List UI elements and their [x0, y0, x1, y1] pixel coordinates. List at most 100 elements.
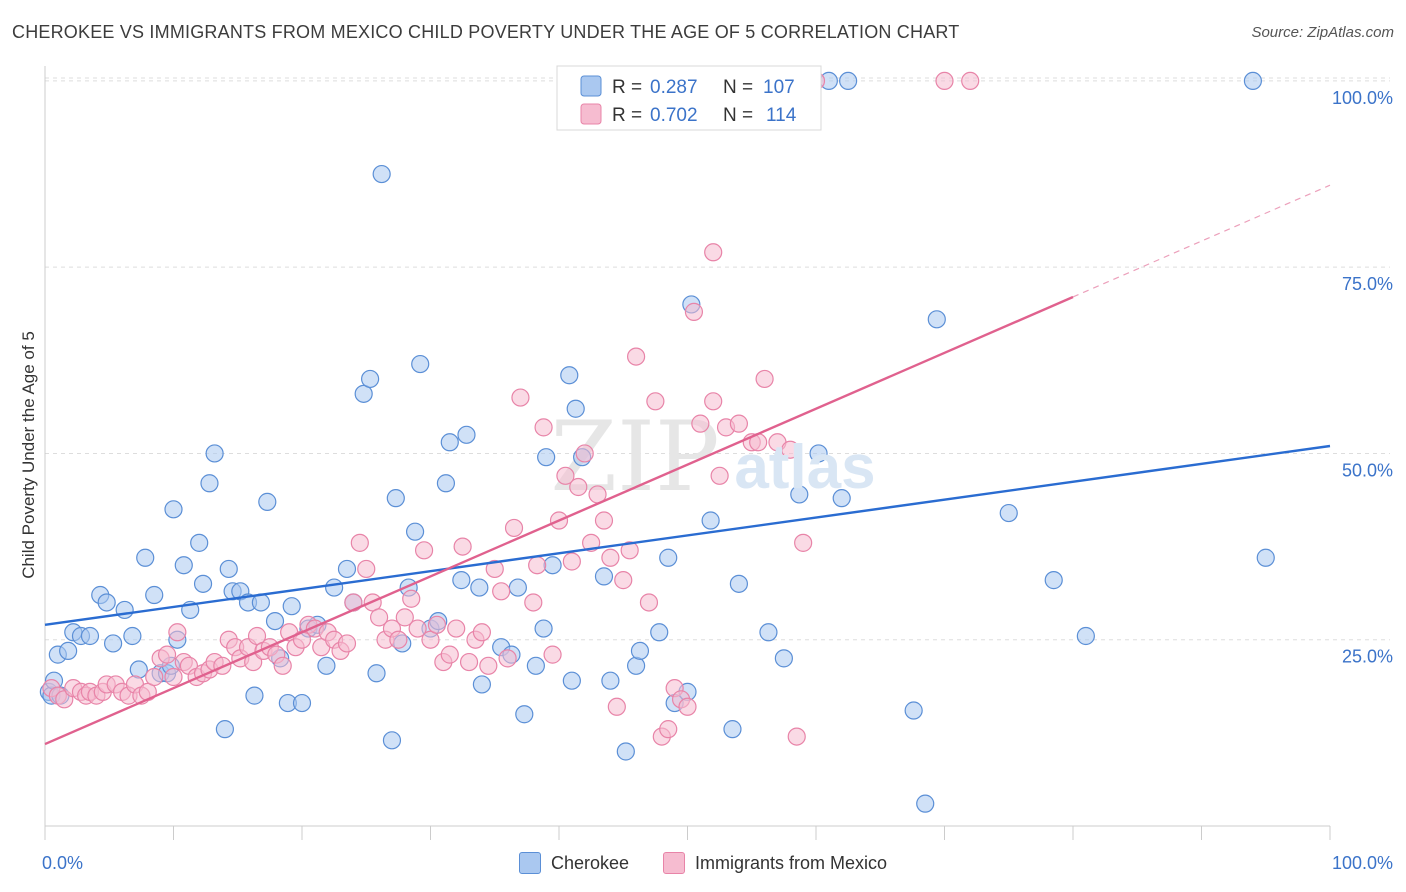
point-mexico	[659, 720, 678, 739]
x-tick-label: 100.0%	[1332, 853, 1393, 873]
source-label: Source: ZipAtlas.com	[1251, 24, 1394, 41]
point-mexico	[678, 697, 697, 716]
point-cherokee	[405, 522, 425, 541]
point-mexico	[556, 466, 575, 485]
point-cherokee	[292, 693, 312, 713]
point-mexico	[691, 414, 710, 433]
point-mexico	[639, 593, 659, 612]
point-cherokee	[123, 626, 142, 646]
point-cherokee	[839, 71, 858, 91]
legend-swatch-mexico	[663, 852, 685, 874]
legend-swatch-mexico	[580, 103, 602, 125]
point-cherokee	[1256, 548, 1275, 567]
point-mexico	[402, 589, 421, 608]
legend-item-mexico: Immigrants from Mexico	[663, 852, 887, 874]
point-mexico	[492, 582, 511, 601]
point-mexico	[511, 388, 530, 407]
point-mexico	[337, 634, 357, 653]
point-mexico	[440, 645, 459, 664]
point-mexico	[389, 630, 408, 649]
point-cherokee	[136, 548, 155, 567]
point-cherokee	[282, 597, 301, 616]
legend-label-mexico: Immigrants from Mexico	[695, 852, 888, 873]
chart-title: CHEROKEE VS IMMIGRANTS FROM MEXICO CHILD…	[12, 22, 960, 42]
legend-label-cherokee: Cherokee	[550, 852, 629, 873]
point-cherokee	[1044, 571, 1063, 590]
point-mexico	[447, 619, 466, 638]
point-mexico	[427, 615, 447, 634]
point-mexico	[710, 466, 729, 485]
x-tick-label: 0.0%	[42, 853, 83, 873]
point-cherokee	[129, 660, 148, 679]
point-cherokee	[729, 574, 749, 593]
point-cherokee	[361, 369, 380, 389]
point-mexico	[479, 656, 498, 675]
point-mexico	[562, 552, 581, 571]
legend-r-value: 0.702	[650, 105, 698, 126]
point-cherokee	[200, 474, 219, 493]
legend-n-value: 114	[766, 105, 797, 126]
legend-swatch-cherokee	[580, 75, 602, 97]
point-mexico	[626, 347, 646, 366]
point-cherokee	[759, 623, 778, 642]
point-cherokee	[927, 310, 946, 329]
trend-line-cherokee	[44, 444, 1331, 627]
legend-r-value: 0.287	[650, 77, 698, 98]
point-mexico	[504, 518, 524, 538]
point-cherokee	[367, 664, 386, 683]
point-mexico	[472, 623, 491, 642]
point-cherokee	[457, 425, 476, 444]
point-cherokee	[594, 567, 614, 586]
point-cherokee	[337, 559, 357, 579]
legend-bottom: Cherokee Immigrants from Mexico	[0, 852, 1406, 874]
point-mexico	[534, 418, 553, 437]
point-cherokee	[470, 578, 489, 597]
point-cherokee	[626, 656, 646, 675]
point-mexico	[498, 649, 517, 668]
point-cherokee	[650, 623, 669, 642]
trend-line-mexico-extension	[1072, 184, 1331, 298]
point-mexico	[961, 71, 980, 91]
point-mexico	[607, 697, 626, 716]
point-mexico	[646, 392, 665, 411]
point-mexico	[684, 302, 704, 321]
point-cherokee	[1076, 626, 1095, 646]
point-cherokee	[1243, 71, 1263, 91]
point-cherokee	[190, 533, 209, 552]
point-mexico	[614, 571, 633, 590]
point-cherokee	[543, 556, 562, 575]
point-mexico	[395, 608, 414, 627]
y-tick-label: 50.0%	[1342, 460, 1393, 480]
point-cherokee	[537, 448, 556, 467]
point-cherokee	[832, 489, 851, 508]
point-mexico	[620, 541, 639, 560]
point-cherokee	[526, 656, 545, 675]
point-cherokee	[999, 503, 1018, 523]
point-cherokee	[372, 164, 391, 184]
point-cherokee	[601, 671, 620, 690]
point-mexico	[575, 444, 594, 463]
y-axis-label: Child Poverty Under the Age of 5	[19, 331, 38, 579]
point-cherokee	[386, 489, 405, 508]
point-cherokee	[440, 433, 459, 452]
point-mexico	[357, 559, 376, 579]
point-mexico	[273, 656, 292, 675]
point-cherokee	[265, 611, 285, 631]
point-mexico	[168, 623, 187, 642]
point-mexico	[145, 667, 164, 687]
point-mexico	[414, 541, 434, 560]
point-cherokee	[774, 649, 793, 668]
point-cherokee	[916, 794, 935, 813]
point-mexico	[569, 477, 588, 497]
point-cherokee	[145, 585, 164, 605]
point-cherokee	[97, 593, 116, 612]
point-cherokee	[215, 720, 234, 739]
point-cherokee	[904, 701, 923, 720]
legend-r-label: R =	[612, 105, 642, 126]
point-mexico	[459, 652, 479, 672]
point-cherokee	[325, 578, 344, 597]
point-cherokee	[382, 731, 402, 750]
point-cherokee	[59, 641, 78, 661]
legend-swatch-cherokee	[518, 852, 541, 874]
